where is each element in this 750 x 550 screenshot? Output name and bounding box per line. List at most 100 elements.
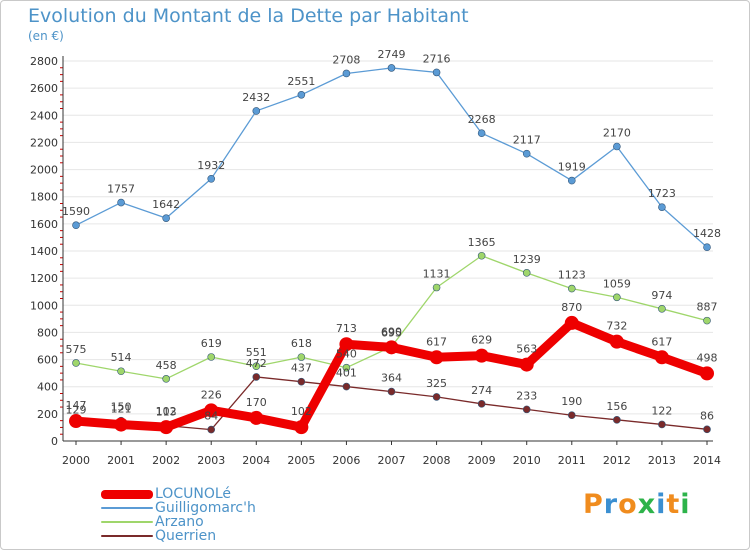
data-point	[613, 293, 621, 302]
data-point	[252, 107, 261, 115]
data-label: 551	[246, 346, 267, 359]
legend-swatch	[101, 489, 153, 499]
data-point	[477, 400, 486, 408]
x-tick-label: 2014	[693, 454, 721, 467]
data-label: 1059	[603, 277, 631, 290]
data-label: 170	[246, 396, 267, 409]
axis-layer: 0 200 400 600 800 1000 1200 1400 1600 1800 2000 220…	[30, 55, 721, 467]
data-point	[703, 316, 711, 325]
legend-swatch	[101, 521, 153, 523]
data-label: 1932	[197, 159, 225, 172]
data-point	[564, 315, 579, 330]
chart-subtitle: (en €)	[28, 29, 64, 43]
data-point	[297, 377, 306, 386]
data-label: 226	[201, 388, 222, 401]
data-point	[609, 334, 624, 349]
data-label: 401	[336, 367, 357, 380]
y-tick-label: 1800	[30, 191, 58, 204]
data-point	[654, 350, 669, 365]
x-tick-label: 2003	[197, 454, 225, 467]
data-label: 102	[291, 405, 312, 418]
data-point	[613, 416, 621, 424]
y-tick-label: 0	[51, 435, 58, 448]
data-label: 695	[381, 327, 402, 340]
logo-letter: P	[583, 489, 604, 520]
logo-letter: r	[603, 489, 619, 520]
data-label: 514	[111, 351, 132, 364]
data-label: 2268	[468, 113, 496, 126]
legend-label: Arzano	[155, 514, 204, 530]
data-point	[387, 64, 396, 72]
y-tick-label: 1000	[30, 299, 58, 312]
x-tick-label: 2013	[648, 454, 676, 467]
chart-title: Evolution du Montant de la Dette par Hab…	[28, 5, 469, 27]
data-label: 1239	[513, 253, 541, 266]
grid-layer	[63, 60, 713, 442]
x-tick-label: 2007	[378, 454, 406, 467]
legend: LOCUNOLé Guilligomarc'h Arzano Querrien	[101, 487, 256, 543]
y-tick-label: 2000	[30, 164, 58, 177]
y-tick-label: 2600	[30, 82, 58, 95]
data-label: 1723	[648, 187, 676, 200]
logo-letter: i	[680, 489, 691, 520]
data-point	[249, 410, 264, 425]
data-point	[162, 214, 170, 222]
proxiti-logo: Proxiti	[583, 489, 691, 520]
data-point	[207, 353, 216, 361]
x-tick-label: 2005	[287, 454, 315, 467]
data-point	[703, 425, 711, 434]
data-label: 2170	[603, 127, 631, 140]
data-point	[613, 142, 621, 151]
legend-item: LOCUNOLé	[101, 487, 256, 501]
data-point	[294, 420, 309, 435]
data-label: 617	[426, 335, 447, 348]
data-label: 2716	[423, 52, 451, 65]
data-label: 618	[291, 337, 312, 350]
data-point	[252, 362, 261, 371]
data-label: 233	[516, 389, 537, 402]
data-label: 870	[561, 301, 582, 314]
data-point	[703, 243, 711, 251]
data-label: 156	[606, 400, 627, 413]
y-tick-label: 2800	[30, 55, 58, 68]
legend-item: Guilligomarc'h	[101, 501, 256, 515]
data-label: 121	[111, 403, 132, 416]
data-point	[204, 403, 219, 418]
data-point	[69, 414, 83, 429]
data-point	[432, 68, 441, 77]
data-label: 1428	[693, 227, 721, 240]
data-label: 563	[516, 343, 537, 356]
data-point	[207, 175, 216, 183]
data-point	[658, 203, 666, 211]
data-label: 147	[66, 399, 87, 412]
data-point	[117, 198, 125, 207]
data-label: 2708	[332, 53, 360, 66]
logo-letter: i	[656, 489, 667, 520]
data-point	[159, 420, 174, 435]
label-layer: 147 121 102 226 170 102 713 690 617 629 563 870 732 6…	[62, 48, 721, 423]
data-label: 732	[606, 320, 627, 333]
y-tick-label: 200	[37, 408, 58, 421]
series-line	[75, 67, 708, 248]
data-point	[117, 367, 125, 376]
x-tick-label: 2001	[107, 454, 135, 467]
legend-label: LOCUNOLé	[155, 486, 232, 502]
y-tick-label: 1400	[30, 245, 58, 258]
y-tick-label: 800	[37, 326, 58, 339]
data-point	[477, 251, 486, 260]
data-label: 2432	[242, 91, 270, 104]
data-label: 458	[156, 359, 177, 372]
data-point	[207, 425, 216, 434]
data-point	[342, 382, 351, 391]
data-label: 2117	[513, 134, 541, 147]
data-label: 2551	[287, 75, 315, 88]
data-label: 690	[381, 325, 402, 338]
data-point	[567, 176, 576, 185]
data-point	[519, 357, 534, 372]
data-point	[658, 305, 666, 313]
data-point	[474, 348, 489, 363]
data-label: 575	[66, 343, 87, 356]
y-tick-label: 1200	[30, 272, 58, 285]
data-label: 102	[156, 405, 177, 418]
